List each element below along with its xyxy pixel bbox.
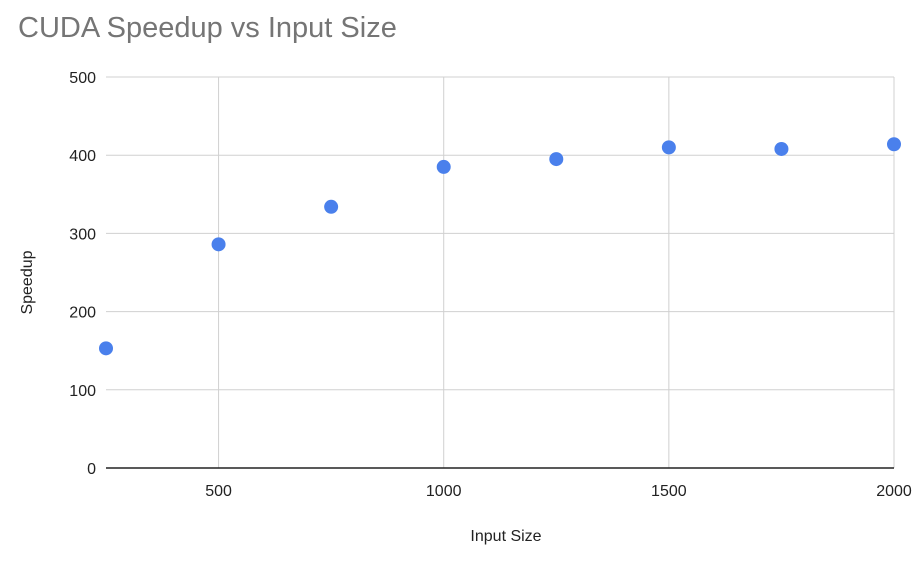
data-point [211,237,226,252]
x-tick-label: 500 [205,483,232,500]
data-point [887,137,901,152]
y-tick-label: 500 [69,70,96,87]
x-axis-label: Input Size [470,528,541,545]
data-points [99,137,901,356]
data-point [324,199,339,214]
gridlines [106,76,895,468]
x-tick-label: 1000 [426,483,462,500]
y-tick-label: 300 [69,226,96,243]
y-axis-label: Speedup [19,250,36,314]
x-tick-labels: 500 1000 1500 2000 [205,483,912,500]
x-tick-label: 1500 [651,483,687,500]
data-point [436,159,451,174]
data-point [99,341,113,356]
y-tick-label: 0 [87,461,96,478]
y-tick-labels: 0 100 200 300 400 500 [69,70,96,478]
x-tick-label: 2000 [876,483,912,500]
y-tick-label: 100 [69,383,96,400]
y-tick-label: 200 [69,305,96,322]
data-point [661,140,676,155]
data-point [549,152,564,167]
y-tick-label: 400 [69,148,96,165]
data-point [774,141,789,156]
chart-title: CUDA Speedup vs Input Size [18,12,397,44]
